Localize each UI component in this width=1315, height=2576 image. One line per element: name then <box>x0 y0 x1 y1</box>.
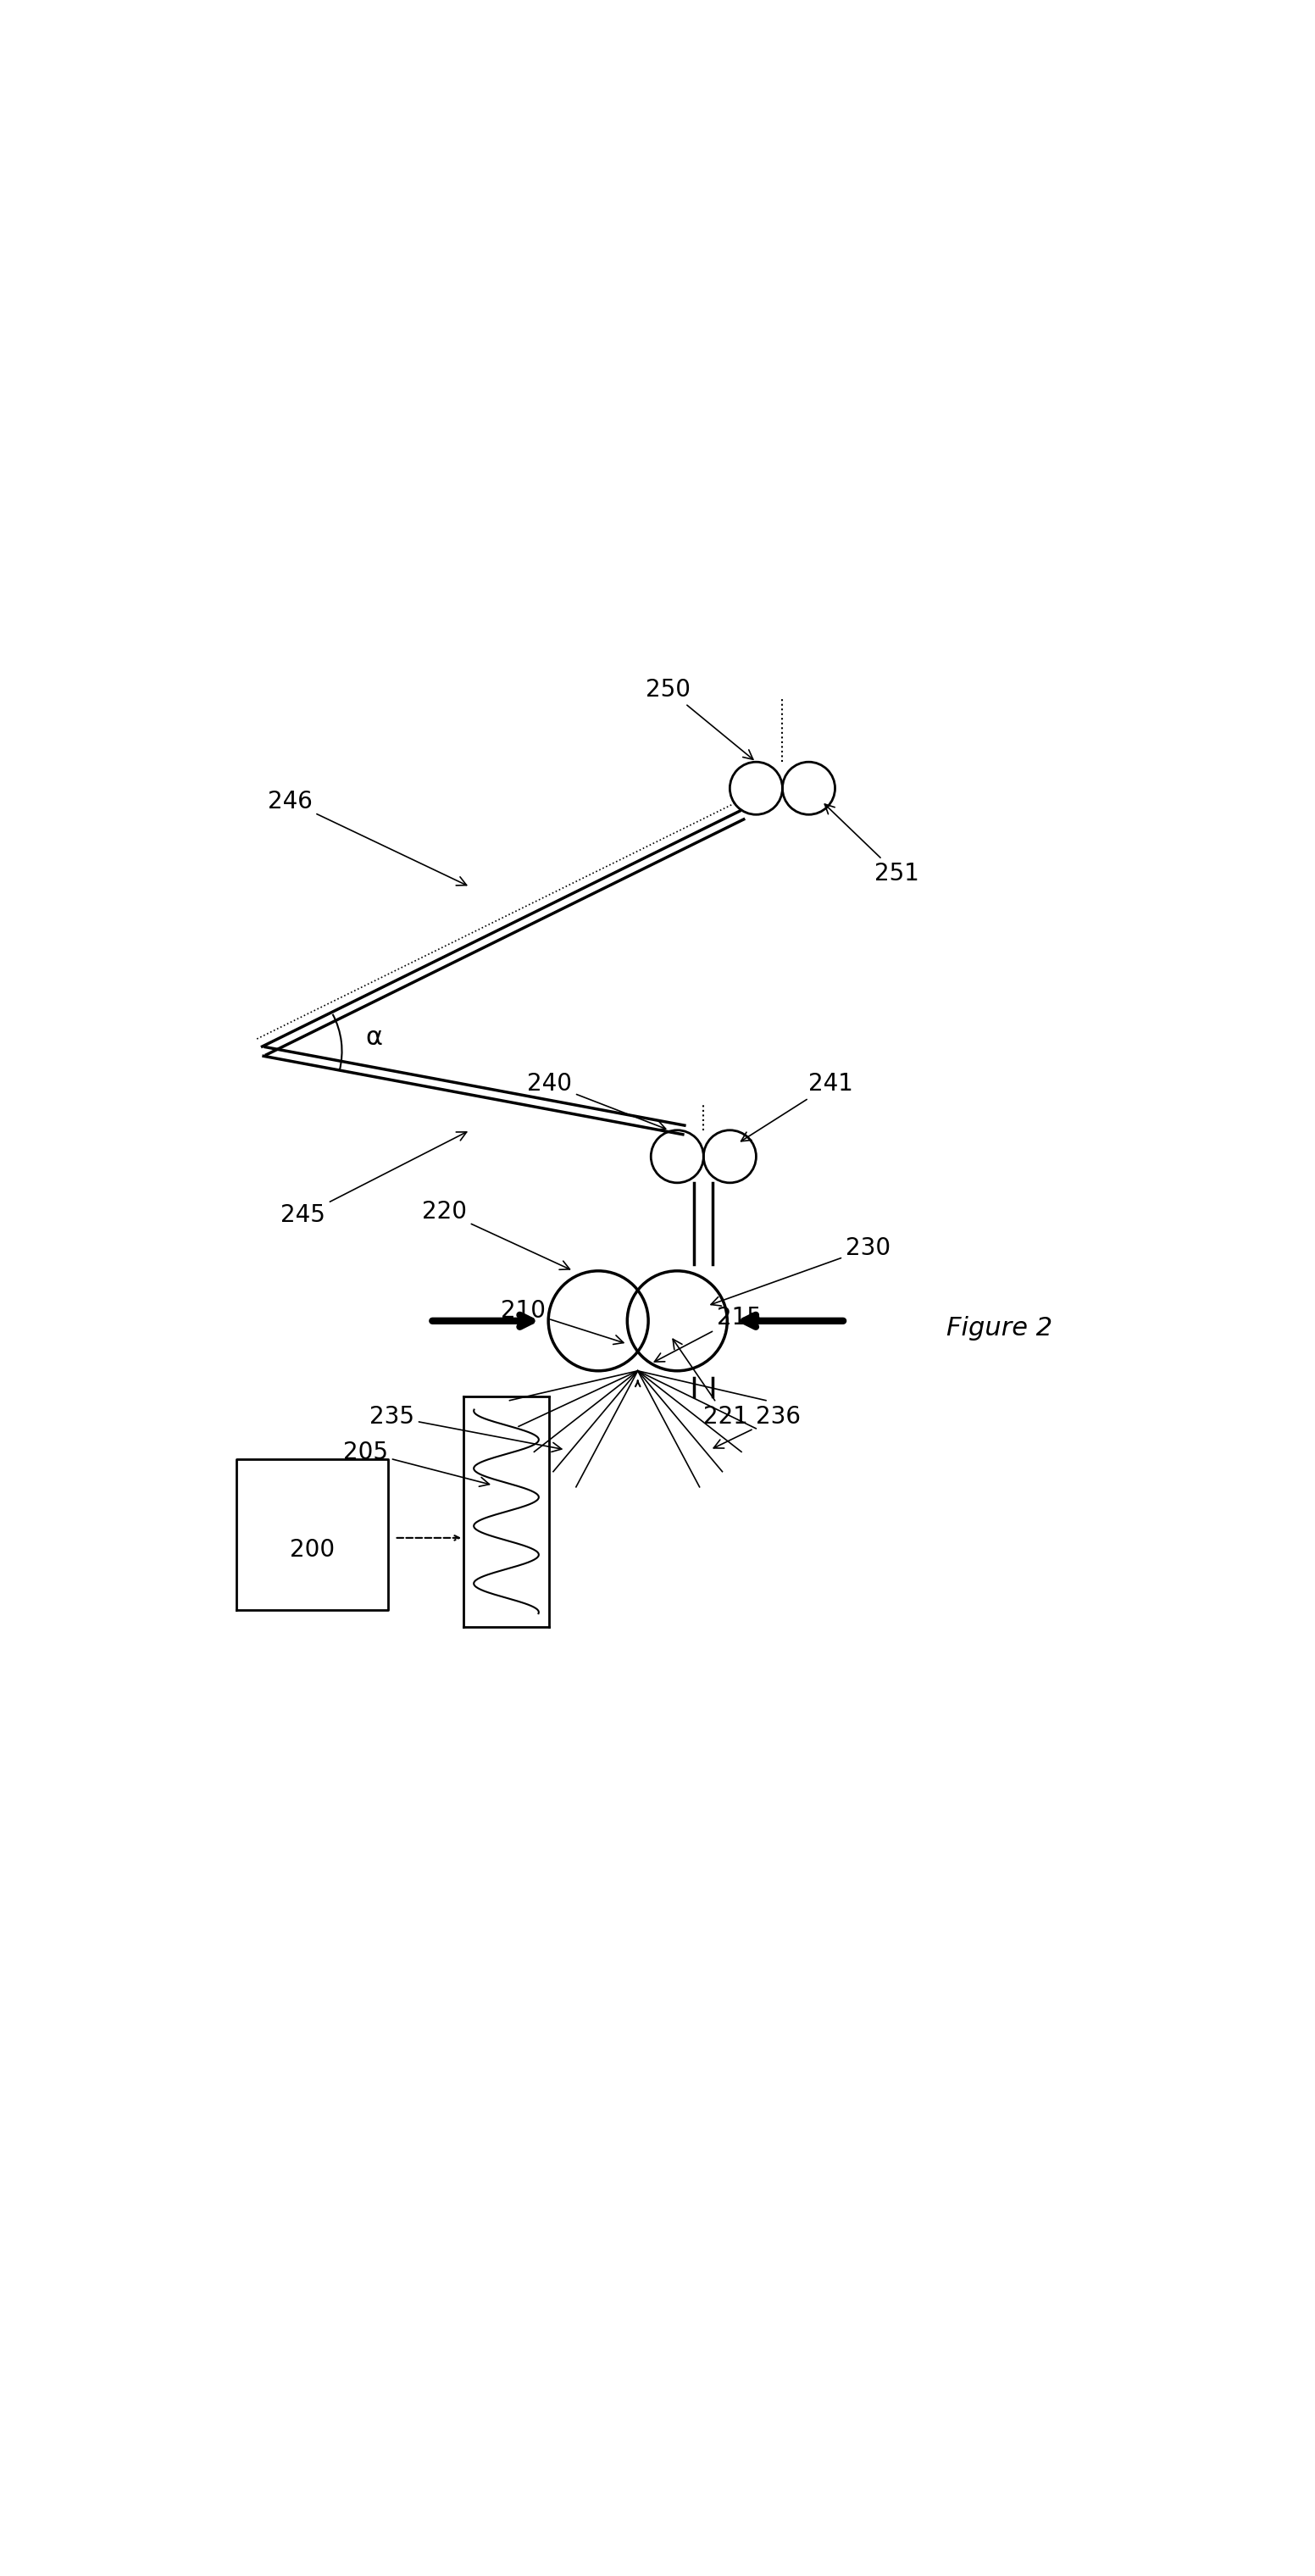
Text: 246: 246 <box>267 788 467 886</box>
Text: 210: 210 <box>501 1298 623 1345</box>
Text: 205: 205 <box>343 1440 489 1486</box>
Text: 250: 250 <box>646 677 753 760</box>
Text: 235: 235 <box>370 1404 562 1453</box>
Text: 251: 251 <box>825 804 919 886</box>
Text: 245: 245 <box>280 1131 467 1226</box>
Text: 230: 230 <box>711 1236 890 1306</box>
Text: 240: 240 <box>527 1072 665 1131</box>
Text: 220: 220 <box>422 1200 569 1270</box>
Text: Figure 2: Figure 2 <box>947 1316 1053 1340</box>
Text: 200: 200 <box>289 1538 335 1561</box>
Text: 241: 241 <box>742 1072 853 1141</box>
Text: 221: 221 <box>673 1340 748 1430</box>
Text: 236: 236 <box>714 1404 801 1448</box>
Text: α: α <box>366 1025 383 1051</box>
Text: 215: 215 <box>655 1306 761 1363</box>
